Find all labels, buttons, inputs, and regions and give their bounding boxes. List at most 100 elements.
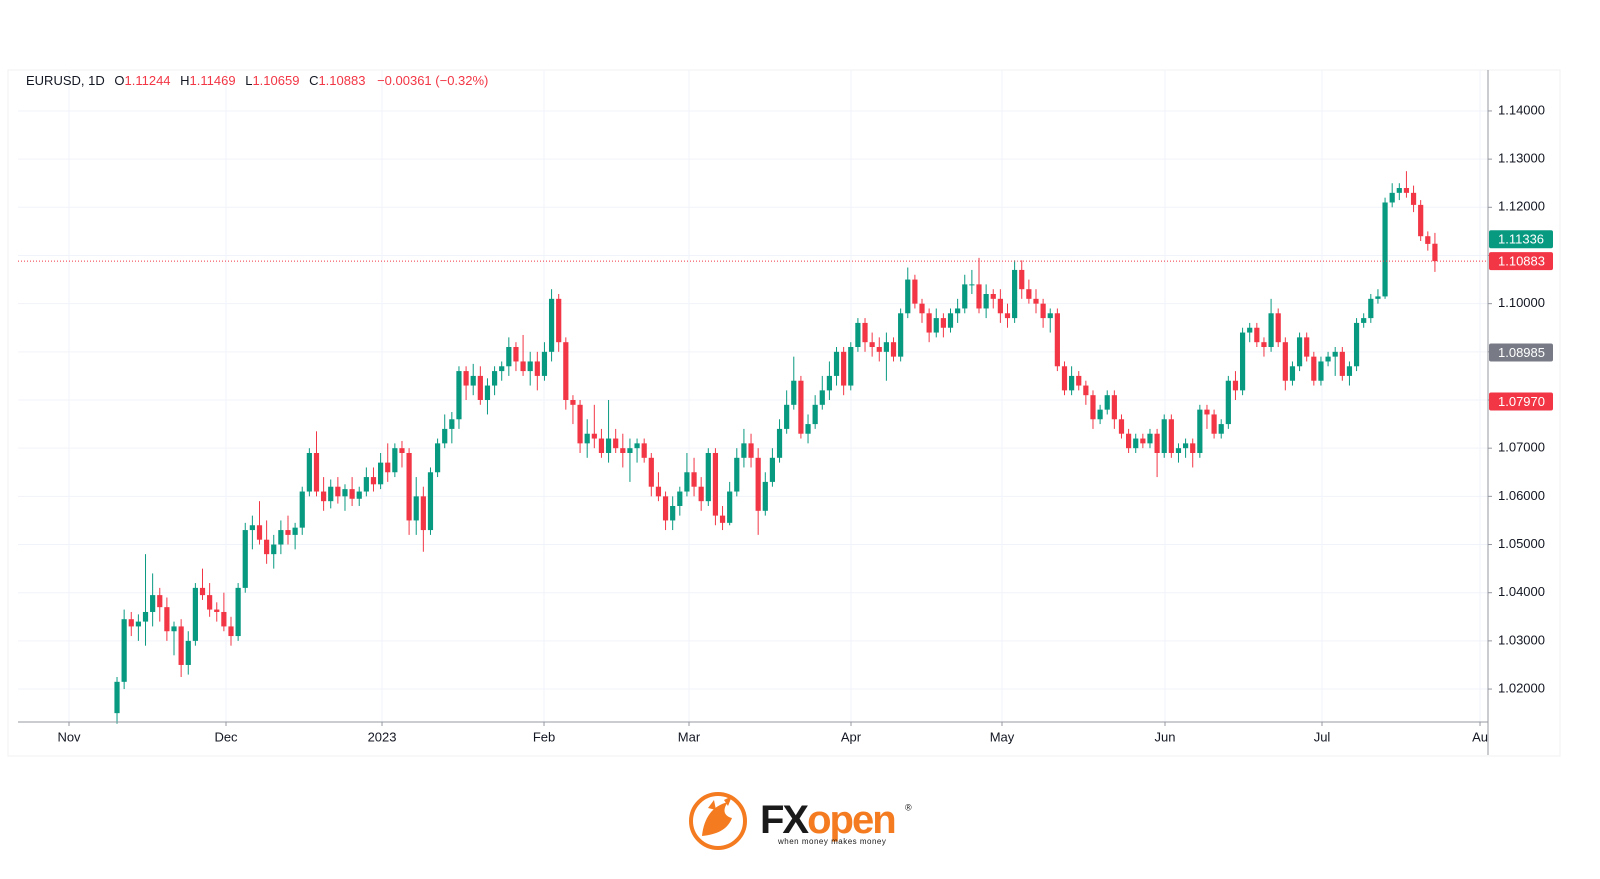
candle-body — [1118, 419, 1125, 434]
candle-body — [256, 525, 263, 540]
candle-body — [1296, 337, 1303, 367]
candle-body — [1218, 424, 1224, 434]
candle-body — [378, 462, 384, 485]
candle-body — [463, 371, 469, 386]
price-marker — [1489, 343, 1553, 362]
candle-body — [883, 342, 889, 352]
candle-body — [534, 361, 540, 376]
candle-body — [684, 472, 690, 492]
candle-body — [613, 438, 619, 449]
candle-body — [862, 322, 868, 343]
candle-body — [819, 390, 825, 405]
candle-body — [1197, 409, 1203, 453]
candle-body — [1111, 395, 1117, 420]
candle-body — [171, 626, 177, 632]
candles — [114, 171, 1438, 724]
x-tick-label: Nov — [57, 729, 81, 744]
candle-body — [919, 303, 925, 314]
candle-body — [577, 404, 583, 444]
candle-body — [898, 313, 904, 357]
candle-body — [392, 448, 398, 473]
candle-body — [335, 486, 341, 497]
logo-text: FXopen — [760, 798, 895, 842]
change: −0.00361 (−0.32%) — [377, 73, 488, 88]
candle-body — [826, 375, 833, 391]
candle-body — [1211, 414, 1217, 434]
candle-body — [527, 361, 533, 372]
candle-body — [634, 443, 640, 449]
candle-body — [221, 611, 227, 627]
candle-body — [1375, 296, 1381, 299]
x-tick-label: Apr — [841, 729, 862, 744]
candle-body — [271, 544, 277, 555]
candle-body — [313, 452, 320, 492]
candle-body — [548, 298, 555, 352]
candle-body — [762, 481, 768, 511]
price-marker — [1489, 252, 1553, 271]
candle-body — [185, 640, 191, 665]
candle-body — [1268, 313, 1274, 348]
logo-tagline: when money makes money — [777, 837, 886, 846]
candle-body — [1090, 395, 1096, 420]
candle-body — [1175, 448, 1182, 453]
candle-body — [285, 530, 291, 535]
x-tick-label: Au — [1472, 729, 1488, 744]
candle-body — [605, 438, 612, 453]
candle-body — [727, 491, 733, 523]
candle-body — [385, 462, 391, 473]
candle-body — [1261, 342, 1267, 348]
candle-body — [869, 342, 875, 348]
candle-body — [1325, 356, 1331, 362]
y-tick-label: 1.04000 — [1498, 584, 1545, 599]
candle-body — [1061, 366, 1068, 391]
candle-body — [434, 443, 441, 473]
candle-body — [876, 347, 882, 352]
candle-body — [1069, 375, 1075, 391]
candle-body — [228, 626, 234, 637]
price-marker-label: 1.08985 — [1498, 345, 1545, 360]
candle-body — [1047, 313, 1053, 319]
candle-body — [406, 452, 412, 521]
y-tick-label: 1.02000 — [1498, 680, 1545, 695]
candle-body — [235, 587, 241, 637]
candle-body — [812, 404, 818, 425]
candle-body — [641, 443, 647, 458]
candle-body — [848, 347, 854, 386]
candle-body — [1012, 269, 1018, 319]
candle-body — [299, 491, 305, 528]
candle-body — [1033, 298, 1039, 304]
candle-body — [207, 595, 213, 610]
logo: FXopen ® when money makes money — [689, 792, 912, 850]
candle-body — [1154, 433, 1160, 453]
y-tick-label: 1.03000 — [1498, 632, 1545, 647]
candle-body — [1168, 419, 1174, 453]
candle-body — [513, 347, 519, 362]
candle-body — [150, 595, 156, 612]
candle-body — [591, 433, 597, 439]
y-tick-label: 1.12000 — [1498, 199, 1545, 214]
candle-body — [1346, 366, 1353, 376]
candle-body — [1083, 385, 1089, 396]
candle-body — [705, 452, 711, 502]
candle-body — [912, 279, 918, 304]
candle-body — [890, 342, 897, 357]
y-tick-label: 1.07000 — [1498, 440, 1545, 455]
candle-body — [349, 489, 355, 499]
candle-body — [677, 491, 683, 506]
price-marker-label: 1.10883 — [1498, 254, 1545, 269]
candle-body — [556, 298, 562, 343]
candle-body — [798, 380, 804, 434]
candle-body — [584, 433, 590, 444]
logo-ring — [689, 792, 747, 850]
candle-body — [470, 375, 476, 386]
candle-body — [1097, 409, 1103, 420]
candle-body — [420, 496, 426, 531]
candle-body — [264, 539, 270, 555]
candle-body — [1076, 375, 1082, 386]
candle-body — [969, 284, 975, 286]
candle-body — [776, 428, 783, 458]
x-tick-label: May — [990, 729, 1015, 744]
candle-body — [933, 318, 939, 333]
candle-body — [662, 496, 669, 521]
candle-body — [1104, 395, 1110, 410]
